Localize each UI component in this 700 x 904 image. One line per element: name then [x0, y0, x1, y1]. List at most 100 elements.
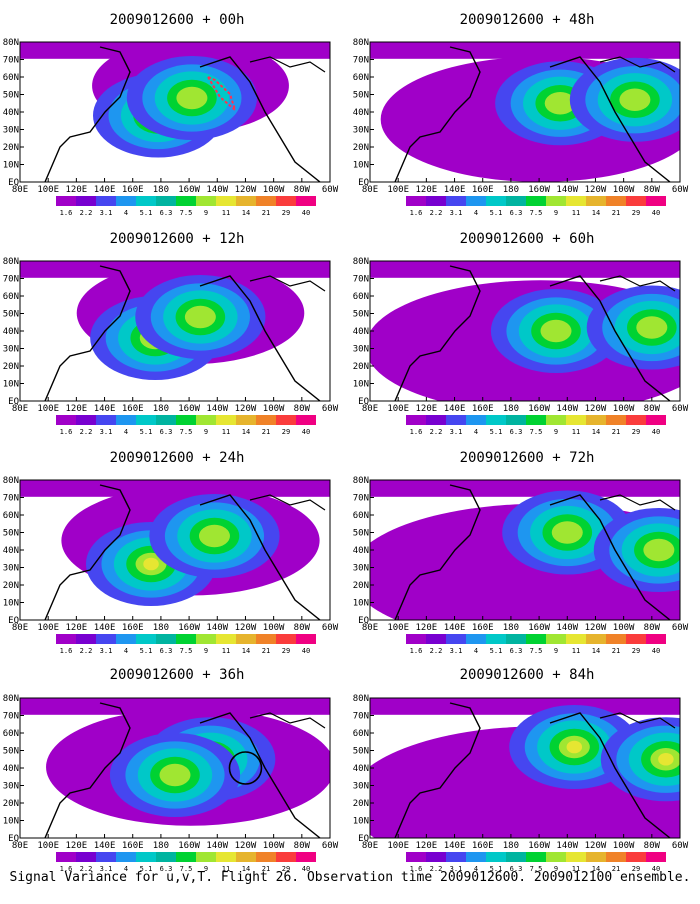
x-tick-label: 180 [153, 185, 169, 195]
variance-contour [643, 538, 675, 562]
colorbar-swatch [276, 196, 296, 206]
variance-region [20, 261, 330, 278]
x-tick-label: 120W [235, 841, 257, 851]
x-tick-label: 180 [503, 623, 519, 633]
colorbar-label: 4 [124, 865, 128, 873]
map-panel: 2009012600 + 84h EQ 10N 20N 30N 40N 50N 60N 70N 8… [353, 667, 689, 873]
colorbar-swatch [626, 852, 646, 862]
x-tick-label: 100W [263, 623, 285, 633]
variance-field [370, 42, 680, 182]
coastline-asia [44, 702, 131, 838]
colorbar-label: 14 [592, 647, 600, 655]
x-tick-label: 120W [585, 404, 607, 414]
x-tick-label: 120W [585, 185, 607, 195]
y-tick-label: 70N [3, 494, 19, 504]
variance-region [370, 480, 680, 497]
y-tick-label: 30N [3, 564, 19, 574]
x-tick-label: 60W [322, 623, 339, 633]
colorbar-swatch [256, 415, 276, 425]
y-tick-label: 60N [353, 729, 369, 739]
y-tick-label: 50N [3, 747, 19, 757]
map-panel: 2009012600 + 12h EQ 10N 20N 30N 40N 50N 60N 70N 8… [3, 231, 339, 436]
colorbar-label: 1.6 [60, 647, 73, 655]
colorbar-label: 2.2 [80, 647, 93, 655]
variance-contour [540, 319, 572, 343]
variance-region [20, 698, 330, 715]
x-tick-label: 120E [416, 404, 438, 414]
flight-track [205, 74, 238, 114]
x-tick-label: 120W [235, 404, 257, 414]
x-tick-label: 160W [528, 185, 550, 195]
y-tick-label: 20N [3, 362, 19, 372]
colorbar-label: 40 [652, 647, 660, 655]
x-tick-label: 160E [122, 841, 144, 851]
colorbar-label: 11 [572, 865, 580, 873]
variance-contour [143, 557, 159, 571]
x-tick-label: 160W [178, 623, 200, 633]
y-tick-label: 10N [3, 380, 19, 390]
map-panel: 2009012600 + 24h EQ 10N 20N 30N 40N 50N 60N 70N 8… [3, 450, 339, 655]
x-tick-label: 160E [472, 623, 494, 633]
y-tick-label: 20N [353, 581, 369, 591]
x-tick-label: 120W [235, 623, 257, 633]
x-tick-label: 80W [294, 404, 311, 414]
colorbar-swatch [446, 852, 466, 862]
colorbar-swatch [76, 415, 96, 425]
variance-contour [184, 305, 216, 329]
variance-region [370, 698, 680, 715]
colorbar-swatch [56, 634, 76, 644]
y-tick-label: 70N [353, 275, 369, 285]
coastline-asia [44, 46, 131, 182]
colorbar-swatch [76, 852, 96, 862]
variance-field [370, 698, 680, 838]
colorbar-label: 7.5 [180, 865, 193, 873]
colorbar-label: 40 [302, 428, 310, 436]
colorbar-swatch [196, 415, 216, 425]
colorbar-label: 4 [474, 428, 478, 436]
colorbar-label: 4 [124, 209, 128, 217]
x-tick-label: 140W [206, 185, 228, 195]
colorbar-swatch [586, 196, 606, 206]
x-tick-label: 160E [122, 185, 144, 195]
colorbar-swatch [116, 196, 136, 206]
colorbar-swatch [56, 415, 76, 425]
colorbar-swatch [236, 415, 256, 425]
colorbar-label: 1.6 [60, 428, 73, 436]
y-tick-label: 80N [353, 694, 369, 704]
colorbar-swatch [426, 852, 446, 862]
colorbar-swatch [486, 196, 506, 206]
colorbar-swatch [486, 852, 506, 862]
colorbar-swatch [586, 634, 606, 644]
colorbar-swatch [296, 196, 316, 206]
colorbar-label: 14 [242, 428, 250, 436]
map-panel: 2009012600 + 48h EQ 10N 20N 30N 40N 50N 60N 70N 8… [353, 12, 689, 217]
colorbar-label: 14 [242, 647, 250, 655]
x-tick-label: 140W [206, 623, 228, 633]
coastline-arctic [599, 56, 676, 73]
coastline-asia [394, 46, 481, 182]
colorbar-swatch [176, 852, 196, 862]
colorbar-label: 9 [204, 428, 208, 436]
y-tick-label: 30N [353, 126, 369, 136]
map-panel: 2009012600 + 00h EQ 10N 20N 30N 40N 50N 60N 70N 8… [3, 12, 339, 217]
coastline-arctic [249, 712, 326, 729]
colorbar-swatch [96, 415, 116, 425]
colorbar-label: 3.1 [100, 209, 113, 217]
colorbar-swatch [116, 852, 136, 862]
coastline-arctic [249, 494, 326, 511]
colorbar-label: 3.1 [100, 647, 113, 655]
coastline-north-america [549, 275, 671, 401]
colorbar-label: 40 [652, 209, 660, 217]
colorbar-label: 40 [652, 865, 660, 873]
colorbar-label: 29 [282, 865, 290, 873]
y-tick-label: 20N [3, 581, 19, 591]
x-tick-label: 180 [503, 404, 519, 414]
y-tick-label: 70N [353, 712, 369, 722]
y-tick-label: EQ [358, 834, 369, 844]
x-tick-label: 60W [322, 841, 339, 851]
colorbar-swatch [276, 852, 296, 862]
x-tick-label: 140E [94, 841, 116, 851]
variance-contour [159, 763, 191, 787]
colorbar-label: 29 [282, 209, 290, 217]
colorbar-swatch [296, 852, 316, 862]
